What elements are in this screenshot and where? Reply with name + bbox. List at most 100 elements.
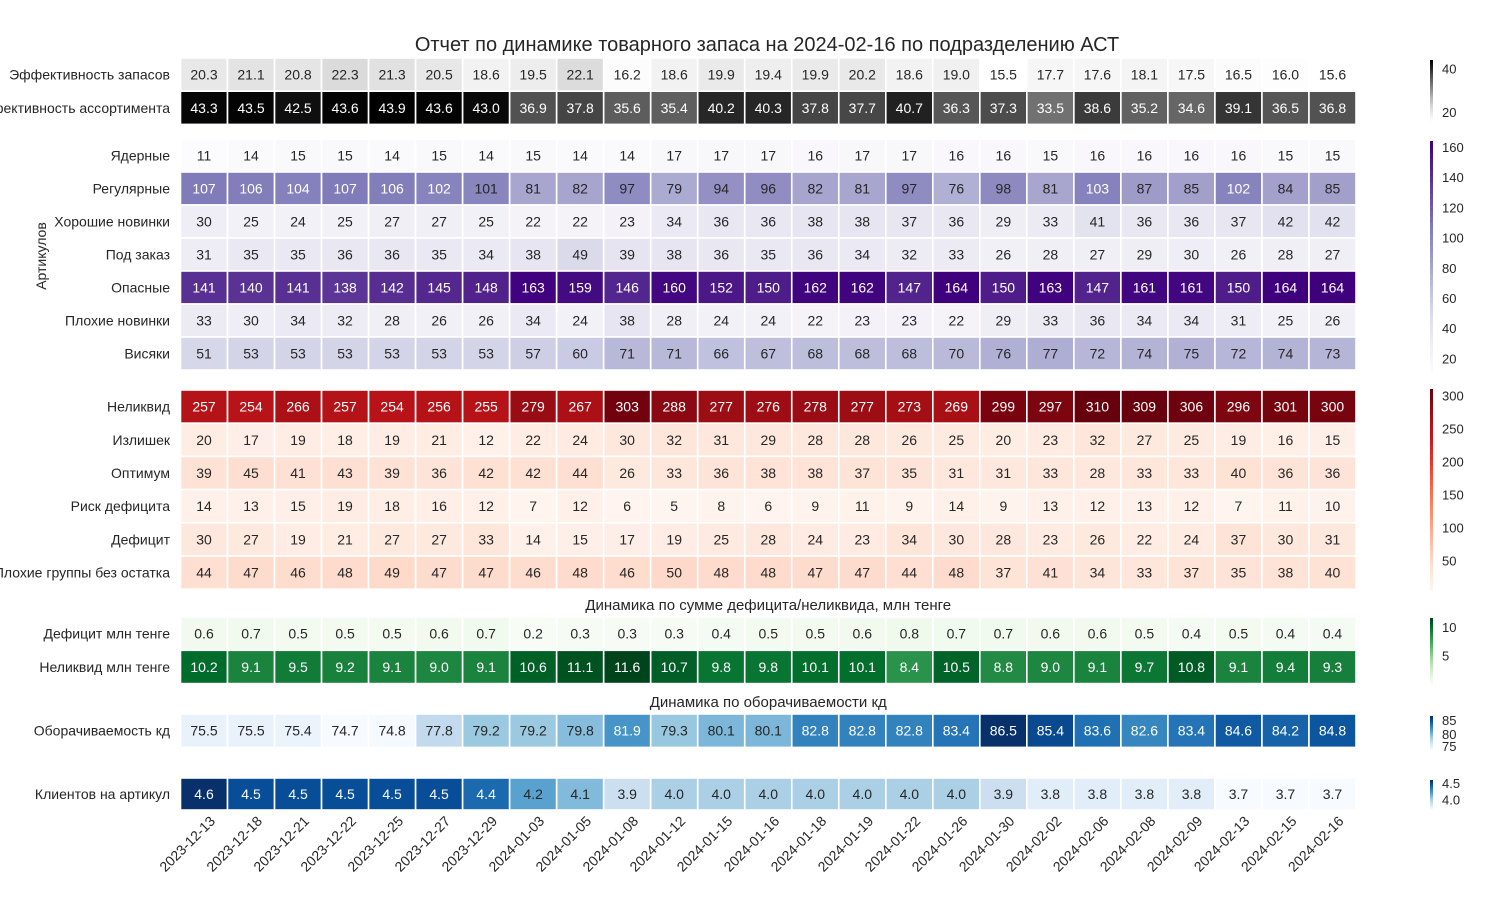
cell-value: 28: [807, 432, 823, 448]
cell-value: 24: [1184, 531, 1200, 547]
colorbar-segment: [1430, 639, 1433, 642]
colorbar-tick-label: 4.5: [1442, 776, 1460, 791]
cell-value: 4.0: [664, 786, 684, 802]
cell-value: 9.5: [288, 659, 308, 675]
cell-value: 38: [760, 465, 776, 481]
cell-value: 163: [521, 280, 545, 296]
heatmap-cell: [979, 555, 1028, 591]
cell-value: 9.4: [1276, 659, 1296, 675]
heatmap-cell: [226, 713, 276, 749]
cell-value: 33: [478, 531, 494, 547]
colorbar-segment: [1430, 262, 1433, 269]
colorbar-segment: [1430, 399, 1433, 405]
cell-value: 9.1: [241, 659, 261, 675]
colorbar-segment: [1430, 674, 1433, 678]
heatmap-panel-6: Клиентов на артикул 4.6 4.5 4.5 4.5 4.5 4.5 4.4…: [35, 776, 1460, 811]
heatmap-cell: [320, 713, 370, 749]
colorbar-tick-label: 10: [1442, 620, 1456, 635]
cell-value: 29: [760, 432, 776, 448]
heatmap-cell: [508, 713, 558, 749]
colorbar-segment: [1430, 652, 1433, 655]
cell-value: 28: [1278, 247, 1294, 263]
colorbar-segment: [1430, 106, 1433, 109]
cell-value: 4.0: [759, 786, 779, 802]
cell-value: 74.7: [331, 723, 358, 739]
heatmap-cell: [696, 422, 746, 458]
cell-value: 36: [337, 247, 353, 263]
colorbar-segment: [1430, 489, 1433, 496]
colorbar-segment: [1430, 499, 1433, 506]
colorbar-segment: [1430, 109, 1433, 112]
colorbar-segment: [1430, 789, 1433, 791]
cell-value: 17: [713, 148, 729, 164]
colorbar-segment: [1430, 389, 1433, 395]
cell-value: 43.6: [425, 100, 452, 116]
heatmap-cell: [508, 521, 558, 557]
cell-value: 17: [619, 531, 635, 547]
cell-value: 85.4: [1037, 723, 1064, 739]
cell-value: 51: [196, 346, 212, 362]
row-label: Клиентов на артикул: [35, 786, 170, 802]
colorbar-segment: [1430, 801, 1433, 803]
cell-value: 32: [337, 313, 353, 329]
cell-value: 16: [807, 148, 823, 164]
heatmap-cell: [414, 455, 464, 491]
heatmap-cell: [649, 649, 699, 685]
heatmap-cell: [649, 389, 699, 425]
heatmap-cell: [461, 204, 511, 239]
cell-value: 60: [572, 346, 588, 362]
heatmap-cell: [1308, 303, 1357, 338]
heatmap-cell: [555, 649, 605, 685]
cell-value: 36: [1325, 465, 1341, 481]
colorbar-segment: [1430, 320, 1433, 327]
cell-value: 32: [1090, 432, 1106, 448]
heatmap-cell: [1026, 336, 1075, 371]
cell-value: 47: [431, 565, 447, 581]
colorbar-segment: [1430, 797, 1433, 799]
y-axis-label: Артикулов: [33, 222, 49, 290]
heatmap-cell: [320, 389, 370, 425]
cell-value: 19.9: [802, 67, 829, 83]
cell-value: 73: [1325, 346, 1341, 362]
colorbar-segment: [1430, 671, 1433, 674]
cell-value: 75: [1184, 346, 1200, 362]
heatmap-cell: [508, 649, 558, 685]
heatmap-cell: [273, 171, 323, 206]
colorbar-segment: [1430, 244, 1433, 252]
colorbar-segment: [1430, 787, 1433, 789]
cell-value: 33: [1043, 214, 1059, 230]
heatmap-cell: [320, 555, 370, 591]
cell-value: 36: [431, 465, 447, 481]
colorbar-segment: [1430, 152, 1433, 159]
heatmap-cell: [414, 777, 464, 811]
heatmap-cell: [696, 649, 746, 685]
cell-value: 142: [380, 280, 404, 296]
heatmap-cell: [179, 777, 229, 811]
cell-value: 17: [855, 148, 871, 164]
colorbar-segment: [1430, 175, 1433, 183]
cell-value: 17: [902, 148, 918, 164]
heatmap-cell: [790, 237, 840, 272]
heatmap-cell: [979, 204, 1028, 239]
cell-value: 21: [431, 432, 447, 448]
heatmap-cell: [837, 336, 887, 371]
cell-value: 48: [337, 565, 353, 581]
heatmap-cell: [273, 649, 323, 685]
x-axis-dates: 2023-12-132023-12-182023-12-212023-12-22…: [156, 813, 1347, 875]
cell-value: 29: [996, 214, 1012, 230]
heatmap-cell: [1120, 138, 1169, 173]
cell-value: 0.5: [335, 626, 355, 642]
heatmap-cell: [1308, 521, 1357, 557]
colorbar-segment: [1430, 204, 1433, 211]
colorbar-segment: [1430, 645, 1433, 648]
cell-value: 87: [1137, 181, 1153, 197]
colorbar-segment: [1430, 337, 1433, 344]
cell-value: 25: [713, 531, 729, 547]
cell-value: 82.6: [1131, 723, 1158, 739]
colorbar-segment: [1430, 790, 1433, 793]
colorbar-segment: [1430, 720, 1433, 723]
cell-value: 4.5: [335, 786, 355, 802]
cell-value: 266: [286, 399, 310, 415]
row-label: Дефицит: [111, 531, 170, 547]
cell-value: 27: [384, 214, 400, 230]
